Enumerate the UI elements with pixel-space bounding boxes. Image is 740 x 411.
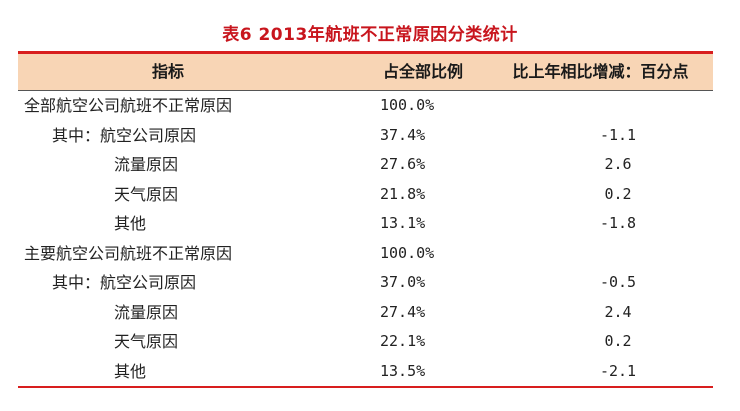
table-row: 其他 13.5% -2.1 <box>18 357 713 387</box>
table-row: 全部航空公司航班不正常原因 100.0% <box>18 91 713 121</box>
header-divider <box>18 90 713 91</box>
table-row: 其他 13.1% -1.8 <box>18 209 713 239</box>
table-row: 流量原因 27.6% 2.6 <box>18 150 713 180</box>
row-change: -2.1 <box>599 361 637 380</box>
row-label: 其他 <box>114 214 147 233</box>
top-divider <box>18 51 713 54</box>
table-row: 天气原因 21.8% 0.2 <box>18 180 713 210</box>
row-label: 流量原因 <box>114 302 179 322</box>
row-share: 22.1% <box>380 332 426 350</box>
row-change: -0.5 <box>599 273 637 291</box>
row-share: 13.5% <box>380 361 426 380</box>
header-share: 占全部比例 <box>382 62 463 81</box>
table-row: 天气原因 22.1% 0.2 <box>18 327 713 357</box>
table-row: 其中：航空公司原因 37.0% -0.5 <box>18 268 713 298</box>
table-row: 主要航空公司航班不正常原因 100.0% <box>18 239 713 269</box>
bottom-divider <box>18 386 713 388</box>
row-change: 0.2 <box>604 184 632 203</box>
row-change: 2.4 <box>604 302 632 321</box>
row-share: 21.8% <box>380 184 426 203</box>
header-change: 比上年相比增减：百分点 <box>512 62 689 81</box>
row-share: 27.6% <box>380 155 426 173</box>
row-label: 全部航空公司航班不正常原因 <box>24 96 233 115</box>
table-row: 其中：航空公司原因 37.4% -1.1 <box>18 121 713 151</box>
row-label: 天气原因 <box>114 332 179 351</box>
table-header: 指标 占全部比例 比上年相比增减：百分点 <box>18 54 713 90</box>
row-label: 其中：航空公司原因 <box>52 273 197 292</box>
row-share: 37.0% <box>380 273 426 291</box>
row-share: 100.0% <box>380 243 435 262</box>
row-label: 其他 <box>114 361 147 381</box>
row-share: 37.4% <box>380 125 426 144</box>
row-label: 主要航空公司航班不正常原因 <box>24 243 233 263</box>
table-row: 流量原因 27.4% 2.4 <box>18 298 713 328</box>
row-change: 0.2 <box>604 332 632 350</box>
header-indicator: 指标 <box>151 62 184 81</box>
row-share: 100.0% <box>380 96 435 114</box>
row-label: 天气原因 <box>114 184 179 204</box>
row-change: 2.6 <box>604 155 632 173</box>
table-title: 表6 2013年航班不正常原因分类统计 <box>222 25 518 45</box>
row-label: 流量原因 <box>114 155 179 174</box>
row-change: -1.1 <box>599 125 637 144</box>
row-label: 其中：航空公司原因 <box>52 125 197 145</box>
row-share: 27.4% <box>380 302 426 321</box>
table-body: 全部航空公司航班不正常原因 100.0% 其中：航空公司原因 37.4% -1.… <box>18 91 713 386</box>
row-change: -1.8 <box>599 214 637 232</box>
row-share: 13.1% <box>380 214 426 232</box>
